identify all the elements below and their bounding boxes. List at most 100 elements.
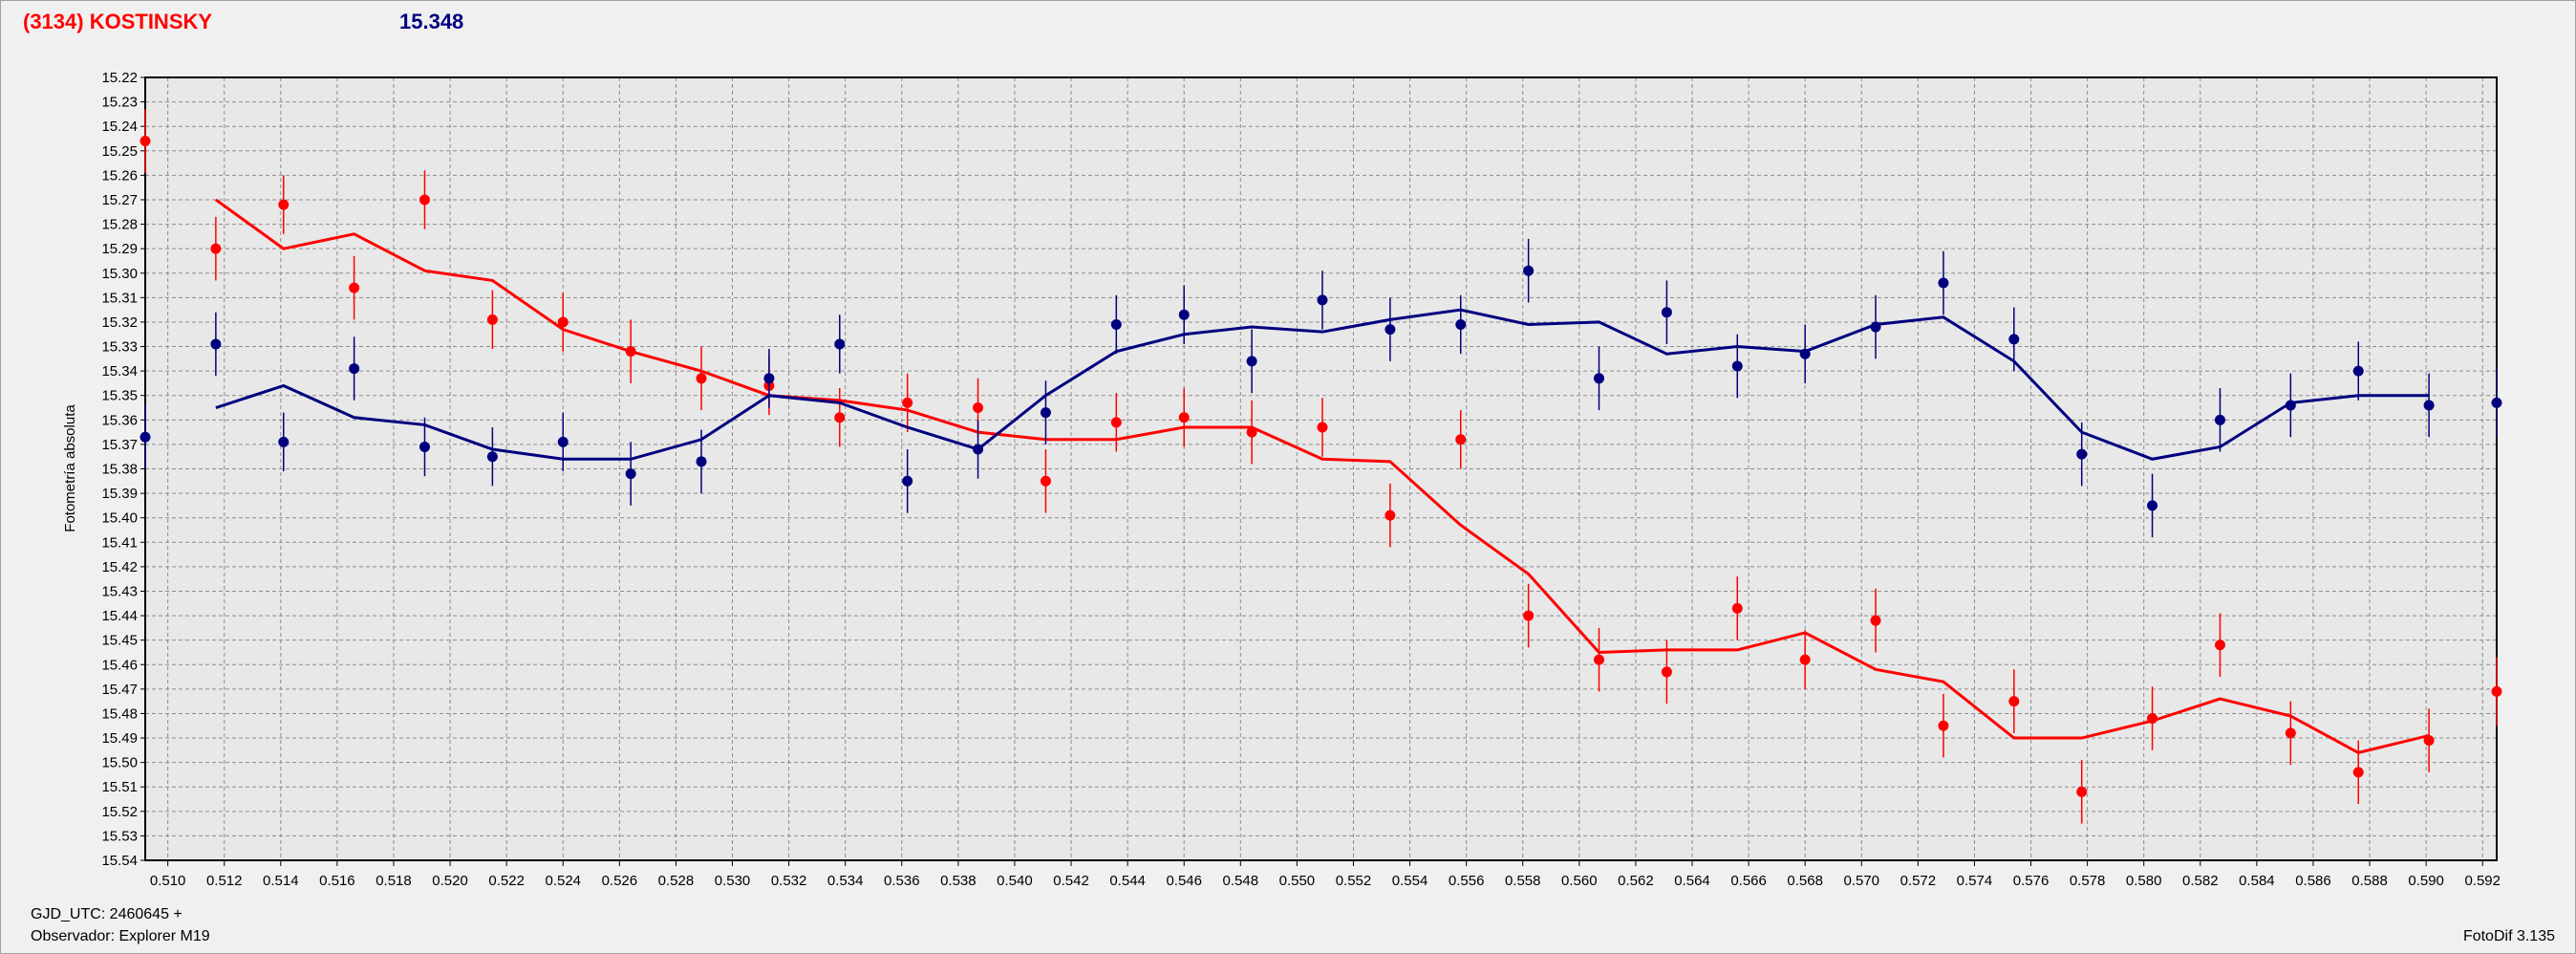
series-2-point [1455, 318, 1467, 330]
x-tick-label: 0.562 [1618, 873, 1654, 889]
series-1-point [1246, 426, 1257, 438]
y-tick-label: 15.27 [101, 192, 138, 208]
x-tick-label: 0.524 [545, 873, 581, 889]
series-1-point [973, 402, 984, 414]
series-1-point [1731, 602, 1743, 614]
series-2-fit-line [215, 308, 2430, 461]
x-tick-label: 0.532 [771, 873, 807, 889]
series-2-point [349, 363, 360, 375]
series-2-point [278, 436, 290, 447]
series-2-point [486, 451, 498, 463]
x-tick-label: 0.582 [2182, 873, 2219, 889]
y-tick-label: 15.38 [101, 462, 138, 478]
series-1-point [2076, 786, 2088, 797]
y-tick-label: 15.44 [101, 608, 138, 624]
x-tick-label: 0.536 [884, 873, 920, 889]
series-2-point [419, 441, 430, 452]
observer-label: Observador: Explorer M19 [31, 928, 210, 944]
y-tick-label: 15.35 [101, 388, 138, 404]
object-title: (3134) KOSTINSKY [23, 10, 213, 33]
x-tick-label: 0.572 [1900, 873, 1937, 889]
series-2-point [2352, 365, 2364, 377]
x-tick-label: 0.568 [1787, 873, 1823, 889]
series-2-point [1317, 294, 1328, 306]
x-tick-label: 0.534 [827, 873, 864, 889]
y-tick-label: 15.52 [101, 804, 138, 820]
series-2-point [1799, 348, 1811, 359]
series-1-point [1661, 666, 1672, 678]
y-tick-label: 15.33 [101, 339, 138, 356]
x-tick-label: 0.576 [2013, 873, 2050, 889]
y-tick-label: 15.54 [101, 853, 138, 869]
y-tick-label: 15.37 [101, 437, 138, 453]
series-2-point [210, 338, 222, 350]
series-1-point [1870, 615, 1881, 626]
x-tick-label: 0.556 [1449, 873, 1485, 889]
y-tick-label: 15.46 [101, 657, 138, 673]
series-1-fit-line [214, 198, 2430, 754]
series-1-point [696, 373, 707, 384]
series-1-point [486, 314, 498, 325]
x-tick-label: 0.586 [2295, 873, 2331, 889]
series-2-point [834, 338, 846, 350]
series-1-point [1455, 434, 1467, 445]
y-tick-label: 15.43 [101, 583, 138, 599]
series-1-point [1317, 422, 1328, 433]
series-2-point [763, 373, 775, 384]
series-2-point [2076, 448, 2088, 460]
series-1-point [140, 136, 151, 147]
series-1-point [1523, 610, 1535, 621]
series-1-point [349, 282, 360, 293]
y-tick-label: 15.24 [101, 119, 138, 135]
series-2-point [902, 475, 913, 487]
series-2-point [1661, 307, 1672, 318]
x-tick-label: 0.548 [1223, 873, 1259, 889]
series-1-point [1799, 654, 1811, 665]
x-tick-label: 0.512 [206, 873, 243, 889]
y-tick-label: 15.31 [101, 290, 138, 306]
y-tick-label: 15.53 [101, 828, 138, 844]
y-tick-label: 15.22 [101, 70, 138, 86]
x-tick-label: 0.526 [602, 873, 638, 889]
x-tick-label: 0.518 [376, 873, 412, 889]
y-tick-label: 15.30 [101, 266, 138, 282]
series-1-point [2214, 640, 2225, 651]
series-2-point [2008, 334, 2020, 345]
series-1-point [1178, 412, 1190, 423]
plot-area [145, 77, 2497, 860]
series-1-point [2008, 696, 2020, 707]
series-1-point [902, 397, 913, 408]
x-tick-label: 0.514 [263, 873, 299, 889]
y-tick-label: 15.28 [101, 217, 138, 233]
gjd-label: GJD_UTC: 2460645 + [31, 906, 182, 922]
series-2-point [696, 456, 707, 467]
series-1-point [210, 243, 222, 254]
series-2-point [1938, 277, 1949, 289]
x-tick-label: 0.530 [715, 873, 751, 889]
x-tick-label: 0.510 [150, 873, 186, 889]
series-2-point [625, 468, 636, 480]
series-2-point [1246, 356, 1257, 367]
series-2-point [1870, 321, 1881, 333]
series-1-point [1040, 475, 1051, 487]
y-tick-label: 15.42 [101, 559, 138, 575]
x-tick-label: 0.520 [432, 873, 468, 889]
y-tick-label: 15.23 [101, 95, 138, 111]
x-tick-label: 0.578 [2070, 873, 2106, 889]
y-tick-label: 15.36 [101, 412, 138, 428]
series-1-point [419, 194, 430, 206]
y-axis-label: Fotometría absoluta [62, 404, 78, 532]
series-1-point [2352, 767, 2364, 778]
version-label: FotoDif 3.135 [2462, 928, 2555, 944]
series-2-point [1040, 407, 1051, 419]
series-1-point [625, 346, 636, 358]
series-1-point [2285, 727, 2296, 739]
x-tick-label: 0.542 [1053, 873, 1089, 889]
y-tick-label: 15.29 [101, 241, 138, 257]
series-2-point [1523, 265, 1535, 276]
y-tick-label: 15.32 [101, 314, 138, 331]
series-2-point [1731, 360, 1743, 372]
x-tick-label: 0.560 [1561, 873, 1598, 889]
y-tick-label: 15.41 [101, 534, 138, 551]
y-tick-label: 15.49 [101, 730, 138, 747]
